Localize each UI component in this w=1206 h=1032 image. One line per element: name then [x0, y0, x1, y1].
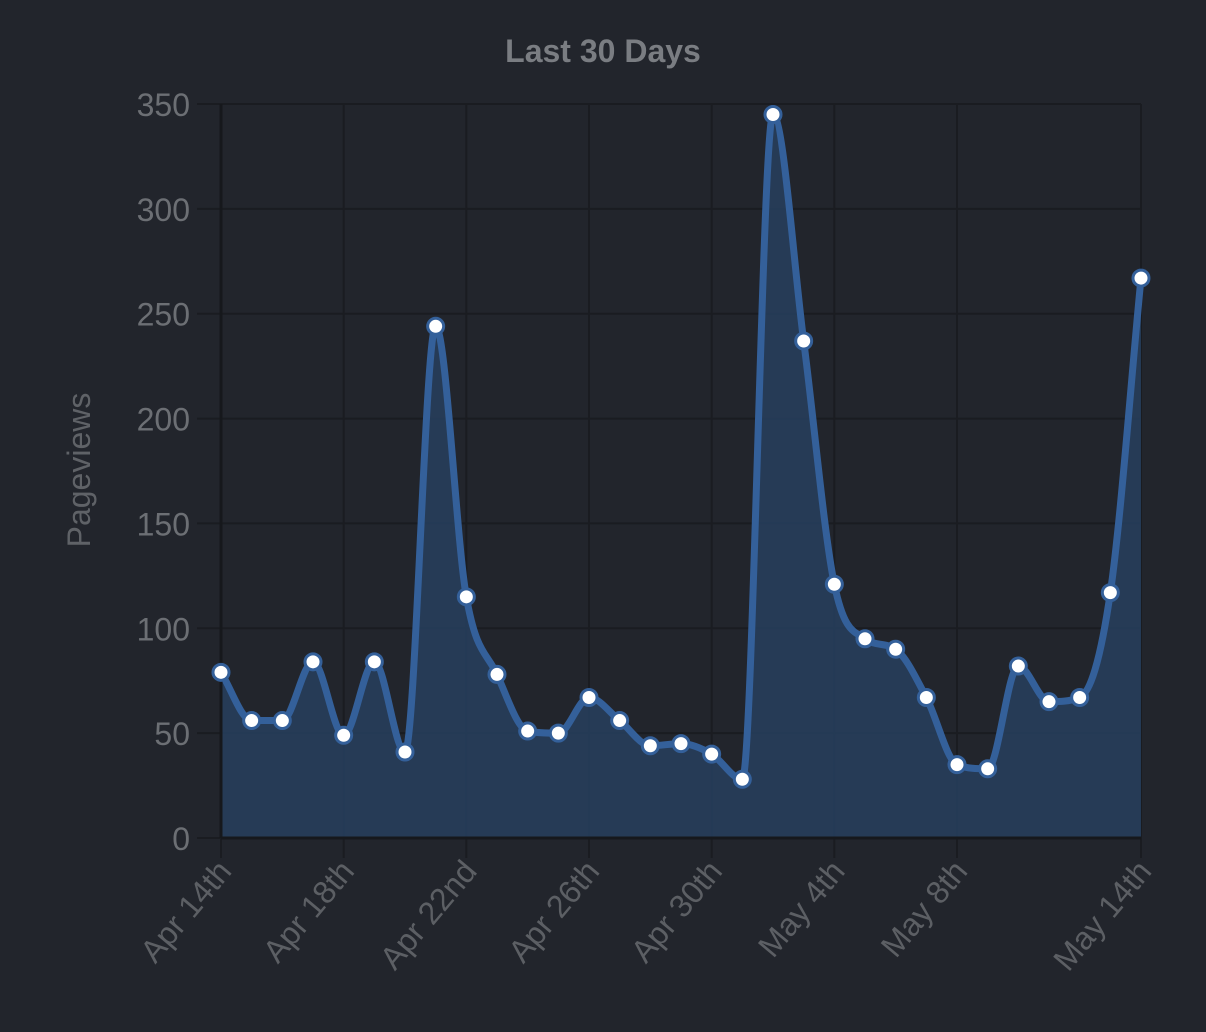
data-point[interactable] — [855, 629, 875, 649]
x-tick-label: May 8th — [874, 853, 975, 963]
y-tick-label: 100 — [137, 611, 190, 647]
y-axis-label: Pageviews — [61, 393, 97, 548]
y-tick-label: 50 — [154, 716, 190, 752]
y-tick-label: 0 — [172, 821, 190, 857]
data-point[interactable] — [947, 755, 967, 775]
data-point[interactable] — [978, 759, 998, 779]
data-point[interactable] — [1131, 268, 1151, 288]
data-point[interactable] — [1100, 583, 1120, 603]
data-point[interactable] — [272, 711, 292, 731]
area-layer — [217, 110, 1145, 838]
data-point[interactable] — [610, 711, 630, 731]
chart-title: Last 30 Days — [505, 33, 701, 69]
x-tick-label: May 14th — [1046, 853, 1158, 977]
x-tick-label: May 4th — [751, 853, 852, 963]
data-point[interactable] — [702, 744, 722, 764]
data-point[interactable] — [518, 721, 538, 741]
data-point[interactable] — [456, 587, 476, 607]
y-tick-label: 150 — [137, 506, 190, 542]
series-line — [217, 110, 1145, 783]
x-tick-label: Apr 30th — [624, 853, 729, 969]
data-point[interactable] — [548, 723, 568, 743]
data-point[interactable] — [732, 769, 752, 789]
data-point[interactable] — [364, 652, 384, 672]
data-point[interactable] — [487, 664, 507, 684]
data-point[interactable] — [211, 662, 231, 682]
axes — [219, 104, 1141, 840]
y-tick-label: 300 — [137, 192, 190, 228]
series-area — [221, 114, 1141, 838]
data-point[interactable] — [824, 574, 844, 594]
y-ticks: 0 50 100 150 200 250 300 350 — [137, 87, 190, 857]
data-point[interactable] — [334, 725, 354, 745]
y-tick-label: 200 — [137, 402, 190, 438]
data-point[interactable] — [303, 652, 323, 672]
x-tick-label: Apr 18th — [256, 853, 361, 969]
data-points — [211, 104, 1151, 789]
data-point[interactable] — [395, 742, 415, 762]
data-point[interactable] — [886, 639, 906, 659]
x-tick-label: Apr 22nd — [373, 853, 484, 976]
y-tick-label: 350 — [137, 87, 190, 123]
data-point[interactable] — [794, 331, 814, 351]
data-point[interactable] — [579, 687, 599, 707]
data-point[interactable] — [1008, 656, 1028, 676]
data-point[interactable] — [1070, 687, 1090, 707]
y-tick-label: 250 — [137, 297, 190, 333]
data-point[interactable] — [916, 687, 936, 707]
data-point[interactable] — [763, 104, 783, 124]
x-tick-label: Apr 14th — [133, 853, 238, 969]
data-point[interactable] — [640, 736, 660, 756]
data-point[interactable] — [242, 711, 262, 731]
data-point[interactable] — [426, 316, 446, 336]
data-point[interactable] — [1039, 692, 1059, 712]
data-point[interactable] — [671, 734, 691, 754]
x-tick-label: Apr 26th — [501, 853, 606, 969]
x-ticks: Apr 14th Apr 18th Apr 22nd Apr 26th Apr 30th… — [133, 853, 1158, 977]
